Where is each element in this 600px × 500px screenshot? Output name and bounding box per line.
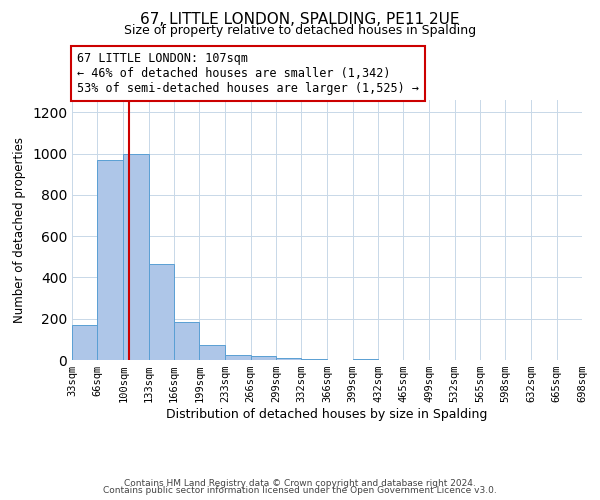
- Bar: [353, 359, 378, 360]
- Bar: [149, 264, 174, 360]
- Bar: [97, 160, 124, 360]
- Text: 67, LITTLE LONDON, SPALDING, PE11 2UE: 67, LITTLE LONDON, SPALDING, PE11 2UE: [140, 12, 460, 28]
- Bar: [72, 325, 97, 360]
- Text: 67 LITTLE LONDON: 107sqm
← 46% of detached houses are smaller (1,342)
53% of sem: 67 LITTLE LONDON: 107sqm ← 46% of detach…: [77, 52, 419, 95]
- Bar: [174, 322, 199, 360]
- Y-axis label: Number of detached properties: Number of detached properties: [13, 137, 26, 323]
- Text: Size of property relative to detached houses in Spalding: Size of property relative to detached ho…: [124, 24, 476, 37]
- Bar: [124, 154, 149, 360]
- Bar: [199, 344, 226, 360]
- Bar: [251, 356, 276, 360]
- Bar: [276, 358, 301, 360]
- X-axis label: Distribution of detached houses by size in Spalding: Distribution of detached houses by size …: [166, 408, 488, 421]
- Text: Contains public sector information licensed under the Open Government Licence v3: Contains public sector information licen…: [103, 486, 497, 495]
- Text: Contains HM Land Registry data © Crown copyright and database right 2024.: Contains HM Land Registry data © Crown c…: [124, 478, 476, 488]
- Bar: [301, 359, 328, 360]
- Bar: [226, 355, 251, 360]
